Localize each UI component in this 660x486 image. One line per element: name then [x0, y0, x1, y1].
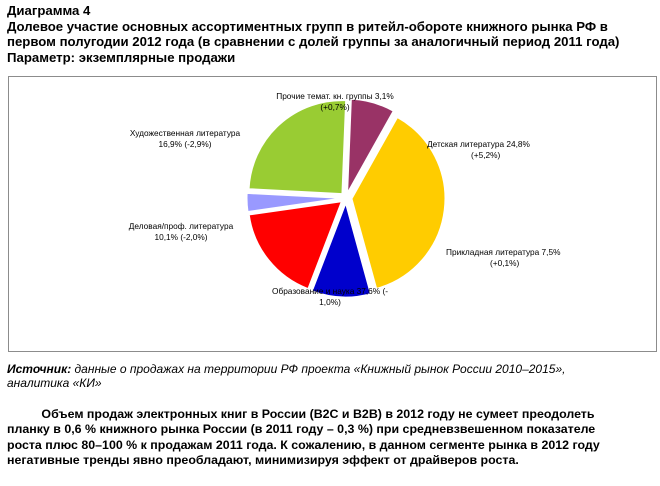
- slice-label-6: Прочие темат. кн. группы 3,1% (+0,7%): [276, 91, 394, 112]
- chart-header: Диаграмма 4 Долевое участие основных асс…: [7, 3, 657, 65]
- paragraph-line-1: Объем продаж электронных книг в России (…: [7, 407, 595, 421]
- slice-label-line: Прикладная литература 7,5%: [446, 247, 561, 257]
- slice-label-4: Деловая/проф. литература 10,1% (-2,0%): [129, 221, 234, 242]
- body-paragraph: Объем продаж электронных книг в России (…: [7, 407, 647, 469]
- slice-label-2: Прикладная литература 7,5% (+0,1%): [446, 247, 561, 268]
- source-text-2: аналитика «КИ»: [7, 376, 102, 390]
- source-text-1: данные о продажах на территории РФ проек…: [71, 362, 566, 376]
- slice-label-5: Художественная литература 16,9% (-2,9%): [130, 128, 241, 149]
- slice-label-line: (+5,2%): [471, 150, 501, 160]
- pie-slice-1: [248, 100, 347, 195]
- slice-label-line: Образование и наука 37,6% (-: [272, 286, 388, 296]
- slice-label-line: Прочие темат. кн. группы 3,1%: [276, 91, 394, 101]
- chart-title-line-2: первом полугодии 2012 года (в сравнении …: [7, 34, 620, 50]
- source-note: Источник: данные о продажах на территори…: [7, 362, 647, 390]
- pie-slice-4: [311, 202, 371, 298]
- pie-chart-frame: Детская литература 24,8% (+5,2%) Прикладна…: [8, 76, 657, 352]
- slice-label-line: 1,0%): [319, 297, 341, 307]
- slice-label-1: Детская литература 24,8% (+5,2%): [427, 139, 531, 160]
- paragraph-line-4: негативные тренды явно преобладают, мини…: [7, 453, 519, 468]
- pie-slice-3: [351, 116, 446, 290]
- pie-slice-2: [347, 98, 394, 193]
- paragraph-line-3: роста плюс 80–100 % к продажам 2011 года…: [7, 437, 600, 452]
- slice-label-line: 10,1% (-2,0%): [154, 232, 207, 242]
- pie-slice-5: [248, 201, 343, 290]
- diagram-number: Диаграмма 4: [7, 3, 91, 18]
- slice-label-line: Деловая/проф. литература: [129, 221, 234, 231]
- pie-chart: Детская литература 24,8% (+5,2%) Прикладна…: [129, 91, 561, 307]
- parameter-line: Параметр: экземплярные продажи: [7, 49, 236, 65]
- slice-label-line: Художественная литература: [130, 128, 241, 138]
- chart-title-line-1: Долевое участие основных ассортиментных …: [7, 18, 608, 34]
- slice-label-line: (+0,7%): [320, 102, 350, 112]
- paragraph-line-2: планку в 0,6 % книжного рынка России (в …: [7, 422, 596, 437]
- pie-slice-6: [246, 192, 341, 213]
- slice-label-line: (+0,1%): [490, 258, 520, 268]
- source-label: Источник:: [7, 362, 72, 376]
- slice-label-line: 16,9% (-2,9%): [158, 139, 211, 149]
- slice-label-line: Детская литература 24,8%: [427, 139, 531, 149]
- slice-label-3: Образование и наука 37,6% (-1,0%): [272, 286, 388, 307]
